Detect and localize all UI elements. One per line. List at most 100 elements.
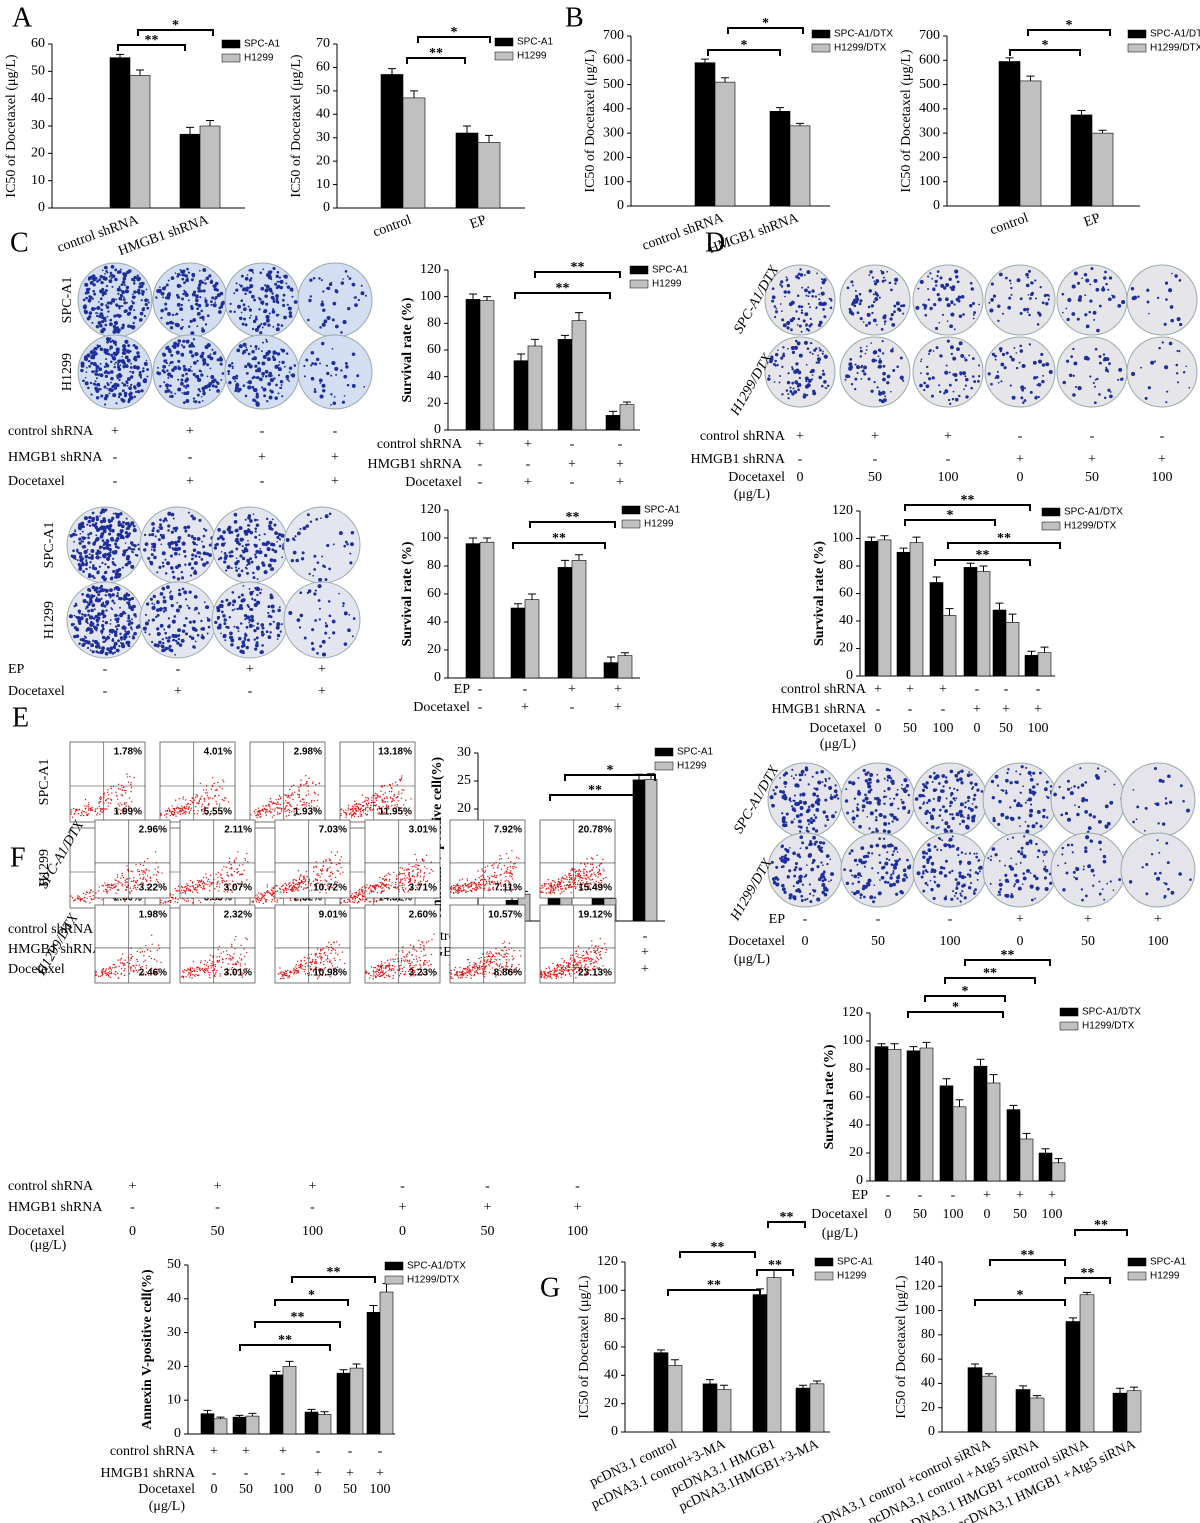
colony xyxy=(191,278,194,281)
colony xyxy=(879,297,881,299)
legend-swatch xyxy=(222,54,240,62)
colony xyxy=(315,518,318,521)
colony xyxy=(133,525,136,528)
colony xyxy=(289,311,292,314)
colony xyxy=(181,639,185,643)
colony xyxy=(259,539,261,541)
colony xyxy=(852,810,854,812)
colony xyxy=(809,893,811,895)
colony xyxy=(115,344,117,346)
event-dot xyxy=(111,800,112,801)
y-tick-label: 80 xyxy=(849,1061,863,1076)
colony xyxy=(289,287,293,291)
colony xyxy=(975,806,978,809)
colony xyxy=(952,373,955,376)
colony xyxy=(172,548,175,551)
colony xyxy=(864,866,866,868)
colony xyxy=(1013,885,1015,887)
colony xyxy=(222,634,226,638)
colony xyxy=(786,276,788,278)
significance-label: * xyxy=(1017,1288,1024,1303)
colony xyxy=(116,621,119,624)
colony xyxy=(867,313,871,317)
colony xyxy=(227,370,230,373)
colony xyxy=(322,384,326,388)
colony xyxy=(73,635,77,639)
colony xyxy=(133,385,136,388)
colony xyxy=(102,636,106,640)
colony xyxy=(963,816,965,818)
colony xyxy=(1093,279,1097,283)
colony xyxy=(117,288,121,292)
event-dot xyxy=(317,800,318,801)
colony xyxy=(229,310,232,313)
significance-label: ** xyxy=(556,281,570,296)
colony xyxy=(196,360,198,362)
colony xyxy=(881,271,885,275)
colony xyxy=(888,769,891,772)
colony xyxy=(303,526,307,530)
colony xyxy=(882,280,885,283)
colony xyxy=(949,324,953,328)
colony xyxy=(810,868,814,872)
colony xyxy=(282,304,285,307)
colony xyxy=(1027,277,1029,279)
colony xyxy=(1158,852,1160,854)
event-dot xyxy=(256,817,257,818)
colony xyxy=(73,615,75,617)
colony xyxy=(775,786,778,789)
treatment-mark: 50 xyxy=(903,721,917,736)
colony xyxy=(158,526,160,528)
colony xyxy=(224,552,227,555)
colony xyxy=(927,884,929,886)
event-dot xyxy=(299,795,300,796)
colony xyxy=(810,342,812,344)
colony xyxy=(803,801,807,805)
error-bar xyxy=(528,594,536,600)
colony xyxy=(801,770,805,774)
treatment-mark: + xyxy=(568,682,576,697)
colony xyxy=(956,848,959,851)
error-bar xyxy=(813,1381,821,1384)
colony xyxy=(929,307,932,310)
colony xyxy=(1035,822,1038,825)
colony xyxy=(868,274,870,276)
colony xyxy=(84,310,87,313)
colony xyxy=(227,603,230,606)
colony xyxy=(852,284,854,286)
colony xyxy=(1019,825,1021,827)
event-dot xyxy=(181,808,182,809)
event-dot xyxy=(205,792,206,793)
treatment-mark: + xyxy=(476,437,484,452)
colony xyxy=(151,602,153,604)
treatment-label: control shRNA xyxy=(377,437,463,452)
colony xyxy=(1129,880,1132,883)
colony xyxy=(927,843,930,846)
colony xyxy=(1084,313,1087,316)
treatment-mark: - xyxy=(975,682,980,697)
error-bar xyxy=(720,1385,728,1389)
event-dot xyxy=(189,813,190,814)
colony xyxy=(870,781,872,783)
colony xyxy=(1095,348,1098,351)
colony xyxy=(94,351,97,354)
colony xyxy=(812,391,816,395)
colony xyxy=(1100,848,1102,850)
bar xyxy=(964,567,977,676)
colony xyxy=(84,550,88,554)
colony xyxy=(335,325,339,329)
colony xyxy=(118,379,120,381)
y-axis-label: Annexin V-positive cell(%) xyxy=(140,1269,155,1430)
colony xyxy=(1023,835,1025,837)
colony xyxy=(1180,784,1183,787)
colony xyxy=(99,645,101,647)
colony xyxy=(143,627,147,631)
colony xyxy=(324,632,327,635)
colony xyxy=(953,303,955,305)
colony xyxy=(131,300,133,302)
colony xyxy=(952,835,954,837)
colony xyxy=(945,776,947,778)
colony xyxy=(163,600,165,602)
colony xyxy=(1009,865,1012,868)
colony xyxy=(950,829,953,832)
